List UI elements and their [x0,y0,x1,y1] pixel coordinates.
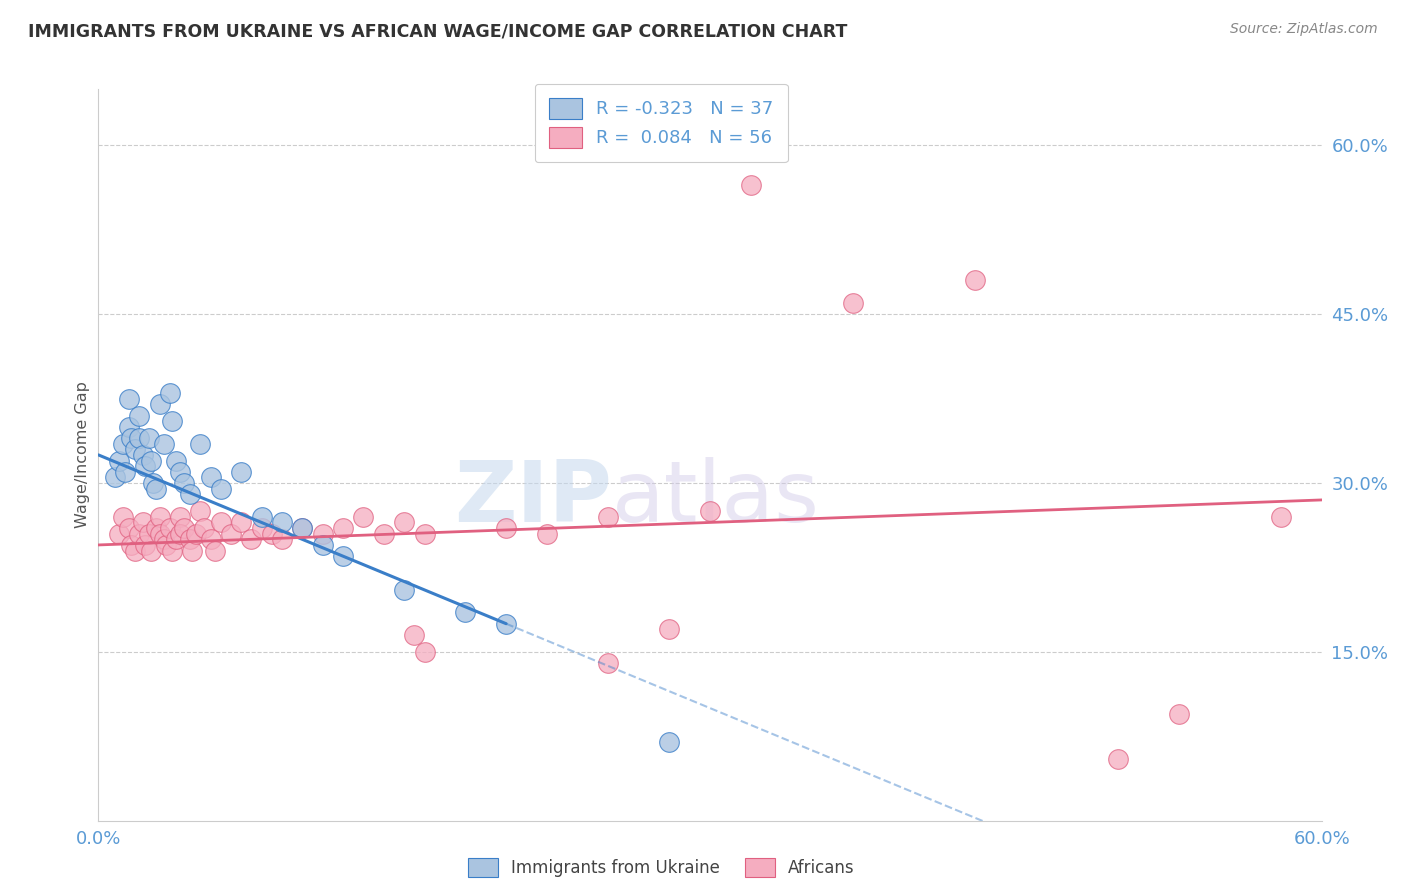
Point [188,436,212,450]
Point [260,526,283,541]
Point [145,482,167,496]
Text: IMMIGRANTS FROM UKRAINE VS AFRICAN WAGE/INCOME GAP CORRELATION CHART: IMMIGRANTS FROM UKRAINE VS AFRICAN WAGE/… [28,22,848,40]
Point [152,533,174,547]
Point [169,509,191,524]
Legend: Immigrants from Ukraine, Africans: Immigrants from Ukraine, Africans [460,849,863,886]
Point [160,543,183,558]
Point [179,533,201,547]
Point [160,414,183,428]
Point [118,392,141,406]
Point [598,509,620,524]
Point [149,509,172,524]
Point [118,419,141,434]
Point [152,436,174,450]
Point [312,526,335,541]
Point [536,526,558,541]
Point [173,476,195,491]
Point [270,533,294,547]
Point [658,623,681,637]
Point [159,386,181,401]
Point [141,543,163,558]
Point [209,482,232,496]
Point [111,509,134,524]
Point [495,521,517,535]
Point [165,533,187,547]
Point [124,543,146,558]
Point [165,453,187,467]
Point [250,521,273,535]
Point [332,549,354,564]
Point [200,533,222,547]
Point [149,526,172,541]
Point [155,538,177,552]
Point [291,521,314,535]
Point [145,521,167,535]
Point [120,431,142,445]
Y-axis label: Wage/Income Gap: Wage/Income Gap [75,382,90,528]
Point [699,504,721,518]
Point [120,538,142,552]
Point [188,504,212,518]
Point [104,470,127,484]
Point [392,582,416,597]
Point [108,526,131,541]
Point [352,509,374,524]
Point [1167,706,1189,721]
Point [209,516,232,530]
Point [108,453,131,467]
Point [111,436,134,450]
Point [141,453,163,467]
Point [193,521,215,535]
Point [240,533,263,547]
Point [134,459,156,474]
Point [291,521,314,535]
Point [134,538,156,552]
Point [1270,509,1292,524]
Point [231,465,253,479]
Point [373,526,395,541]
Point [454,606,477,620]
Point [159,521,181,535]
Point [270,516,294,530]
Point [128,526,150,541]
Point [179,487,201,501]
Text: Source: ZipAtlas.com: Source: ZipAtlas.com [1230,22,1378,37]
Point [1107,752,1129,766]
Point [413,526,436,541]
Point [413,645,436,659]
Point [128,409,150,423]
Point [404,628,426,642]
Text: atlas: atlas [612,458,820,541]
Text: ZIP: ZIP [454,458,612,541]
Point [841,296,863,310]
Point [142,476,165,491]
Point [114,465,136,479]
Point [219,526,242,541]
Point [138,431,160,445]
Point [169,465,191,479]
Point [740,178,762,192]
Point [181,543,204,558]
Point [658,735,681,749]
Point [250,509,273,524]
Point [204,543,226,558]
Point [124,442,146,457]
Point [965,273,987,287]
Point [332,521,354,535]
Point [598,656,620,670]
Point [495,616,517,631]
Point [312,538,335,552]
Point [118,521,141,535]
Point [138,526,160,541]
Point [132,516,155,530]
Point [392,516,416,530]
Point [169,526,191,541]
Point [173,521,195,535]
Point [149,397,172,411]
Point [128,431,150,445]
Point [186,526,208,541]
Point [132,448,155,462]
Point [231,516,253,530]
Point [200,470,222,484]
